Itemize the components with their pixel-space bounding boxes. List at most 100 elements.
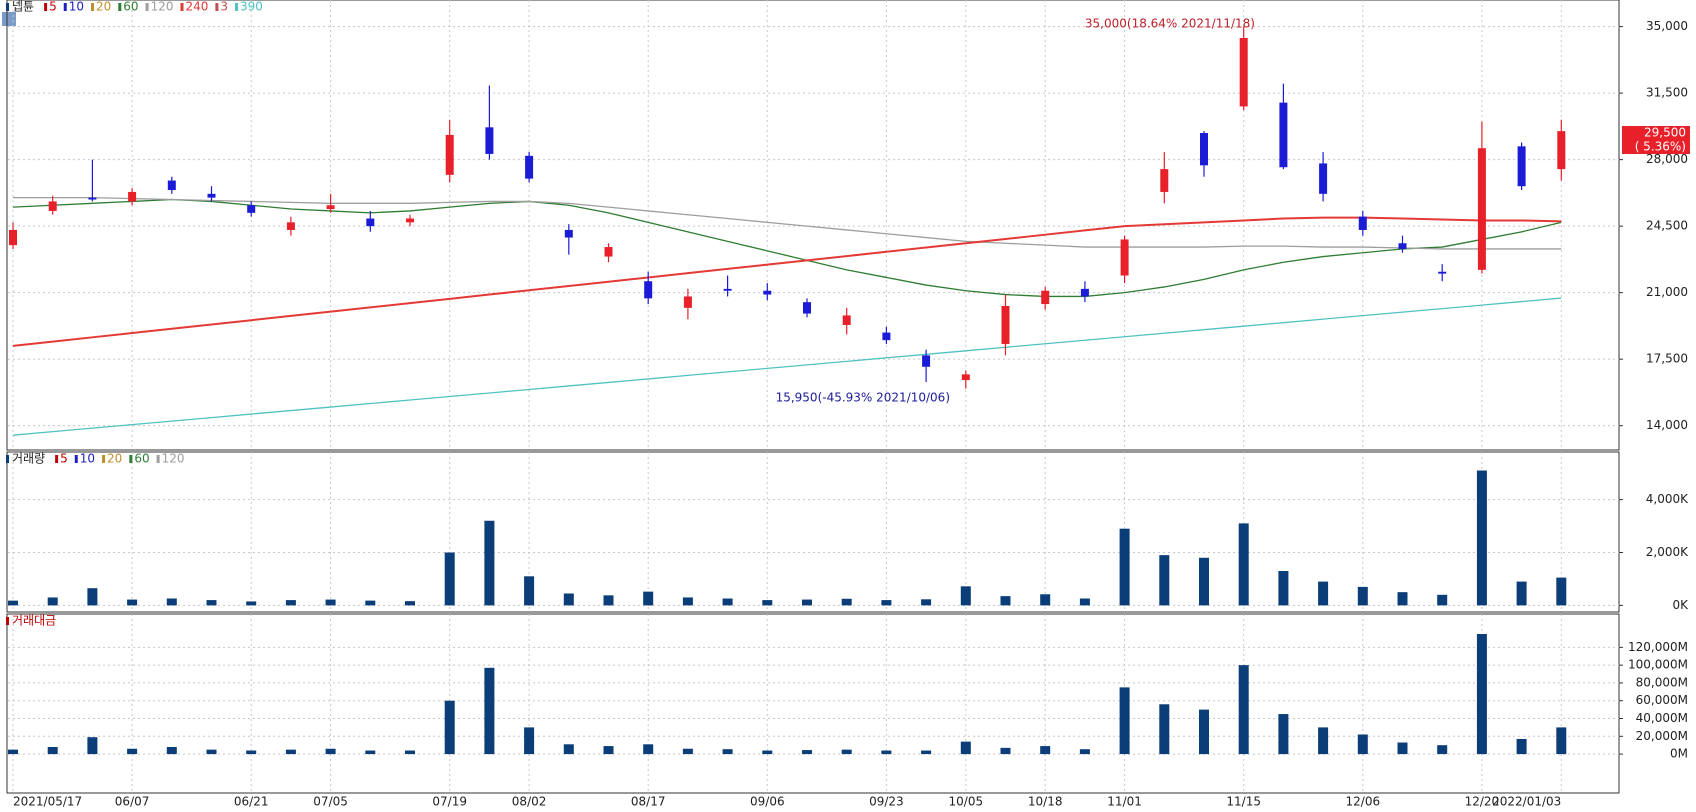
legend-label: 60 (123, 0, 138, 14)
legend-label: 240 (185, 0, 208, 14)
legend-name: 거래대금 (12, 614, 56, 628)
bar (762, 600, 773, 606)
y-tick-label: 60,000M (1636, 693, 1688, 707)
bar (1079, 598, 1090, 606)
x-tick-label: 12/20 (1465, 795, 1500, 809)
candle-body (326, 205, 335, 210)
y-tick-label: 14,000 (1646, 418, 1688, 432)
bar (1397, 592, 1408, 606)
bar (603, 595, 614, 606)
candle-body (1001, 305, 1010, 344)
candle-body (644, 281, 653, 299)
pane-frame (6, 0, 1620, 451)
bar (802, 599, 812, 606)
moving-average-line (12, 297, 1562, 436)
bar (1000, 596, 1011, 606)
y-tick-label: 4,000K (1646, 492, 1689, 506)
candle-body (1517, 146, 1526, 187)
bar (1199, 557, 1209, 606)
legend-marker (145, 3, 149, 11)
candle-body (128, 191, 137, 202)
legend-name: 거래량 (12, 452, 45, 466)
y-tick-label: 31,500 (1646, 86, 1688, 100)
bar (921, 750, 932, 755)
bar (1040, 594, 1051, 606)
x-tick-label: 2021/05/17 (13, 795, 82, 809)
candle-body (803, 302, 811, 314)
legend-label: 20 (96, 0, 111, 14)
legend-label: 5 (49, 0, 57, 14)
bar (643, 744, 654, 755)
bar (1079, 749, 1090, 755)
bar (1556, 577, 1567, 606)
candle-body (1358, 216, 1367, 230)
legend-marker (129, 455, 133, 463)
legend-marker (156, 455, 160, 463)
candle-body (406, 218, 414, 223)
bar (1159, 704, 1170, 755)
y-tick-label: 80,000M (1636, 675, 1688, 689)
bar (206, 600, 217, 606)
bar (47, 746, 58, 755)
bar (1159, 555, 1170, 606)
bar (1238, 523, 1249, 606)
y-tick-label: 21,000 (1646, 285, 1688, 299)
legend-label: 120 (151, 0, 174, 14)
bar (8, 749, 18, 755)
candle-body (366, 218, 375, 227)
candle-body (882, 332, 891, 341)
legend-marker (55, 455, 59, 463)
bar (325, 599, 336, 606)
y-tick-label: 2,000K (1646, 545, 1689, 559)
bar (1318, 727, 1329, 755)
x-tick-label: 10/18 (1028, 795, 1063, 809)
bar (127, 599, 138, 606)
candle-body (445, 134, 454, 175)
bar (1318, 581, 1329, 606)
candle-body (604, 247, 613, 257)
candle-body (1398, 243, 1407, 249)
legend-label: 20 (107, 452, 122, 466)
pane-frame (6, 613, 1620, 794)
candle-body (1279, 102, 1288, 168)
bar (1357, 586, 1368, 606)
candle-body (286, 222, 295, 230)
bar (802, 750, 812, 755)
bar (127, 748, 138, 755)
legend-marker (44, 3, 48, 11)
x-tick-label: 08/02 (512, 795, 547, 809)
candle-body (922, 355, 931, 367)
legend-label: 5 (60, 452, 68, 466)
bar (563, 744, 574, 755)
bar (87, 737, 98, 755)
x-tick-label: 10/05 (949, 795, 984, 809)
legend-label: 10 (69, 0, 84, 14)
bar (881, 750, 892, 755)
candle-body (1080, 288, 1089, 297)
bar (881, 600, 892, 606)
bar (1556, 727, 1567, 755)
x-tick-label: 11/15 (1226, 795, 1261, 809)
legend-marker (91, 3, 95, 11)
menu-icon[interactable] (2, 12, 16, 26)
bar (1397, 742, 1408, 755)
legend-label: 10 (80, 452, 95, 466)
x-tick-label: 2022/01/03 (1492, 795, 1561, 809)
moving-average-line (13, 196, 1562, 250)
bar (960, 741, 971, 755)
candle-body (723, 288, 732, 291)
y-tick-label: 40,000M (1636, 711, 1688, 725)
bar (325, 748, 336, 755)
bar (603, 746, 614, 755)
price-badge-change: ( 5.36%) (1635, 140, 1686, 154)
y-tick-label: 20,000M (1636, 729, 1688, 743)
y-tick-label: 17,500 (1646, 352, 1688, 366)
bar (1278, 714, 1289, 755)
bar (841, 749, 852, 755)
legend-label: 120 (162, 452, 185, 466)
x-tick-label: 12/06 (1346, 795, 1381, 809)
bar (921, 599, 932, 606)
bar (1199, 709, 1209, 755)
price-badge-value: 29,500 (1644, 126, 1686, 140)
y-tick-label: 35,000 (1646, 19, 1688, 33)
